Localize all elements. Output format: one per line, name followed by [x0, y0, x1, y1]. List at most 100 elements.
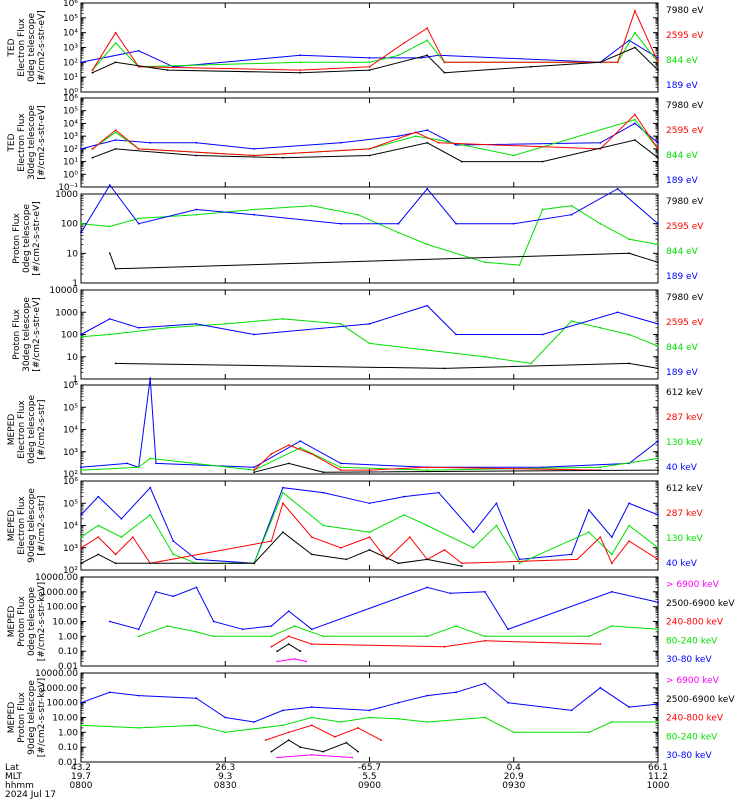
data-point [149, 486, 152, 489]
data-point [443, 367, 446, 370]
y-tick-label: 1.00 [58, 728, 78, 738]
data-point [299, 650, 302, 653]
data-point [253, 213, 256, 216]
data-point [587, 509, 590, 511]
data-point [657, 61, 659, 64]
data-point [114, 139, 117, 141]
y-tick-label: 10000.00 [35, 573, 78, 583]
series-line [80, 502, 659, 565]
data-point [414, 135, 417, 138]
data-point [368, 469, 371, 471]
data-point [443, 645, 446, 648]
data-point [108, 184, 111, 187]
y-tick-label: 1000.00 [41, 588, 78, 598]
data-point [270, 645, 273, 648]
panel-frame [80, 576, 659, 667]
data-point [253, 471, 256, 474]
y-axis-label-line: Proton Flux [12, 309, 22, 360]
data-point [80, 466, 82, 469]
data-point [114, 267, 117, 270]
data-point [282, 318, 284, 320]
date-label: 2024 Jul 17 [5, 790, 56, 800]
y-axis-label-line: 90deg telescope [27, 488, 37, 563]
data-point [166, 625, 169, 627]
y-tick-label: 10⁵ [63, 403, 78, 413]
data-point [270, 635, 273, 638]
data-point [339, 546, 342, 549]
data-point [253, 333, 256, 336]
legend-entry: 40 keV [666, 559, 698, 569]
data-point [293, 625, 296, 627]
data-point [484, 716, 486, 719]
y-tick-label: 1 [72, 279, 78, 289]
legend-entry: 612 keV [666, 484, 703, 494]
data-point [253, 148, 256, 150]
data-point [368, 57, 371, 59]
legend-entry: 844 eV [666, 151, 699, 161]
y-axis-label-line: [#/cm2-s-str-eV] [32, 297, 42, 372]
y-axis-label-line: 90deg telescope [27, 680, 37, 755]
legend-entry: 7980 eV [666, 293, 704, 303]
data-point [397, 231, 400, 234]
data-point [368, 502, 371, 505]
y-tick-label: 10⁴ [63, 119, 78, 129]
y-axis-label-line: Electron Flux [17, 400, 27, 459]
legend-entry: 287 keV [666, 509, 703, 519]
y-tick-label: 10² [63, 58, 78, 68]
data-point [339, 721, 342, 723]
data-point [137, 65, 140, 68]
data-point [634, 118, 636, 121]
data-point [212, 620, 215, 623]
data-point [657, 628, 659, 631]
data-point [455, 333, 457, 336]
data-point [264, 739, 267, 741]
legend-entry: 189 eV [666, 81, 699, 91]
y-tick-label: 0.01 [58, 662, 78, 672]
data-point [195, 724, 198, 727]
y-tick-label: 1000.00 [41, 684, 78, 694]
y-tick-label: 100 [61, 220, 78, 230]
y-axis-label-line: Proton Flux [12, 213, 22, 264]
data-point [587, 731, 590, 734]
series-line [80, 184, 659, 233]
data-point [403, 514, 405, 516]
y-axis-label-line: Electron Flux [17, 496, 27, 555]
data-point [108, 252, 111, 255]
x-hhmm-value: 0900 [358, 781, 381, 791]
y-axis-label-line: TED [7, 38, 17, 57]
y-axis-label-line: Proton Flux [17, 692, 27, 743]
data-point [472, 546, 475, 549]
data-point [610, 536, 613, 538]
y-tick-label: 100.00 [47, 699, 79, 709]
data-point [97, 524, 100, 527]
data-point [310, 553, 313, 556]
y-tick-label: 10⁶ [63, 381, 78, 391]
data-point [484, 590, 486, 593]
data-point [287, 731, 290, 734]
legend-entry: 2595 eV [666, 222, 704, 232]
data-point [397, 701, 400, 704]
data-point [155, 590, 157, 593]
data-point [114, 362, 117, 365]
y-axis-label-line: Electron Flux [17, 113, 27, 172]
data-point [80, 148, 82, 150]
y-axis-label-line: 0deg telescope [27, 13, 37, 83]
data-point [426, 141, 429, 144]
legend-entry: 844 eV [666, 56, 699, 66]
x-hhmm-value: 1000 [647, 781, 670, 791]
data-point [570, 709, 573, 712]
data-point [599, 536, 602, 538]
data-point [657, 469, 659, 471]
data-point [282, 531, 284, 534]
data-point [80, 701, 82, 704]
data-point [587, 635, 590, 638]
data-point [114, 61, 117, 64]
data-point [322, 524, 325, 527]
data-point [368, 536, 371, 538]
series-line [115, 362, 659, 369]
data-point [137, 727, 140, 729]
data-point [541, 160, 544, 163]
data-point [426, 524, 429, 527]
data-point [368, 148, 371, 150]
data-point [310, 724, 313, 727]
